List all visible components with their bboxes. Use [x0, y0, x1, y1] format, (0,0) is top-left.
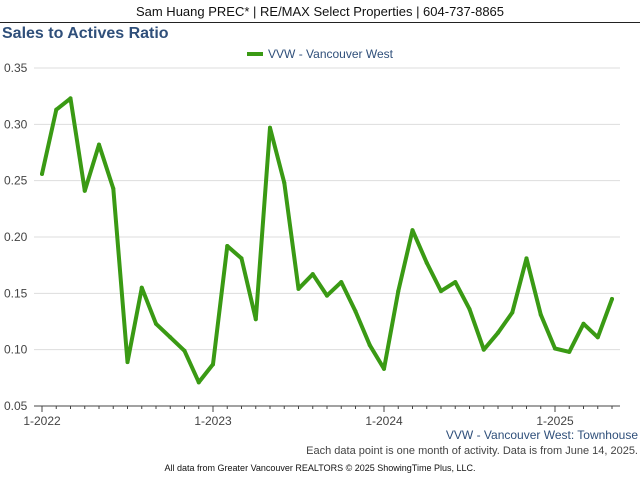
grid-lines [34, 67, 620, 407]
data-point [567, 349, 572, 354]
y-tick-label: 0.35 [4, 61, 28, 75]
chart-legend: VVW - Vancouver West [0, 46, 640, 62]
data-point [410, 228, 415, 233]
data-point [268, 125, 272, 130]
x-tick-label: 1-2024 [365, 414, 403, 428]
legend-label: VVW - Vancouver West [268, 47, 393, 61]
data-point [111, 186, 116, 191]
data-point [196, 380, 201, 385]
data-point [239, 256, 244, 261]
x-tick-label: 1-2022 [23, 414, 61, 428]
footer-credit: All data from Greater Vancouver REALTORS… [164, 463, 476, 473]
data-point [168, 335, 173, 340]
x-tick-label: 1-2025 [536, 414, 574, 428]
data-point [453, 280, 458, 285]
y-tick-label: 0.30 [4, 117, 28, 131]
data-point [367, 343, 372, 348]
data-point [310, 272, 315, 277]
data-point [296, 286, 301, 291]
data-point [253, 317, 258, 322]
series-layer [40, 96, 614, 385]
data-point [467, 307, 472, 312]
x-tick-label: 1-2023 [194, 414, 232, 428]
data-point [353, 309, 358, 314]
y-tick-label: 0.20 [4, 230, 28, 244]
chart-title: Sales to Actives Ratio [2, 25, 169, 42]
data-point [139, 285, 144, 290]
data-point [68, 96, 73, 101]
axes: 0.05 0.10 0.15 0.20 0.25 0.30 0.35 1-2022 1-2023… [4, 61, 620, 428]
legend-swatch [247, 52, 264, 56]
data-point [424, 260, 429, 265]
data-point [595, 335, 600, 340]
data-point [125, 360, 130, 365]
data-point [182, 348, 187, 353]
chart-subtitle: VVW - Vancouver West: Townhouse [445, 428, 638, 442]
data-point [496, 330, 500, 335]
y-tick-label: 0.25 [4, 174, 28, 188]
y-tick-label: 0.05 [4, 399, 28, 413]
data-point [54, 107, 59, 112]
data-point [225, 244, 230, 249]
data-point [553, 346, 557, 351]
agent-header: Sam Huang PREC* | RE/MAX Select Properti… [0, 0, 640, 23]
data-point [282, 180, 287, 185]
data-point [524, 256, 529, 261]
data-point [339, 280, 344, 285]
y-tick-label: 0.10 [4, 343, 28, 357]
data-point [211, 362, 215, 367]
data-point [481, 347, 486, 352]
data-point [325, 293, 329, 298]
data-note: Each data point is one month of activity… [306, 445, 638, 457]
data-point [82, 188, 87, 193]
data-point [396, 289, 401, 294]
y-tick-label: 0.15 [4, 286, 28, 300]
data-point [581, 321, 586, 326]
data-point [97, 142, 101, 147]
data-point [382, 366, 386, 371]
data-point [538, 312, 543, 317]
data-point [510, 310, 515, 315]
data-point [40, 171, 44, 176]
data-point [154, 321, 158, 326]
series-line [40, 96, 614, 385]
agent-header-text: Sam Huang PREC* | RE/MAX Select Properti… [135, 3, 505, 19]
data-point [610, 296, 614, 301]
data-point [439, 289, 443, 294]
